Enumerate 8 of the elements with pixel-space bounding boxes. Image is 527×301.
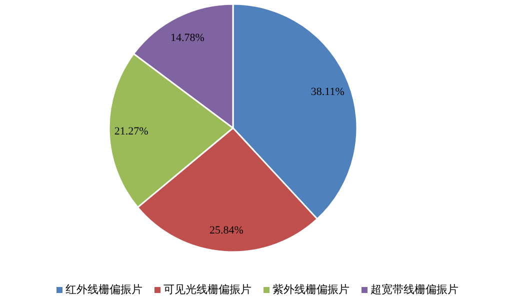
legend-label: 紫外线栅偏振片 [272,283,350,296]
data-label: 25.84% [209,224,244,236]
data-label: 38.11% [310,86,344,98]
legend-label: 超宽带线栅偏振片 [370,283,458,296]
data-label: 21.27% [114,126,148,138]
data-label: 14.78% [170,32,204,44]
legend-label: 红外线栅偏振片 [66,283,142,296]
legend-label: 可见光线栅偏振片 [164,283,252,296]
